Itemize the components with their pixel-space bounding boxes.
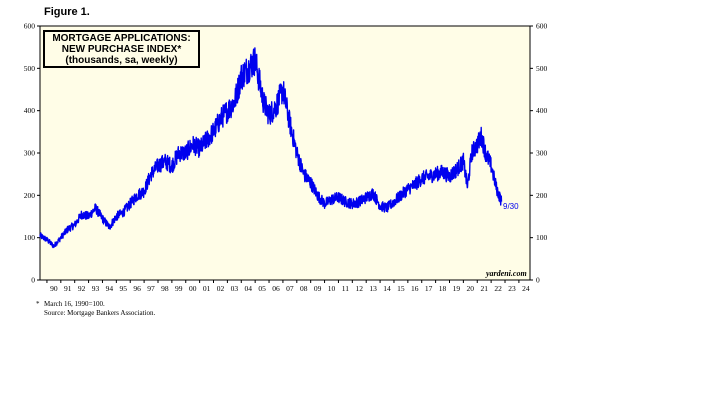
x-tick-label: 16 xyxy=(411,284,419,293)
x-tick-label: 01 xyxy=(203,284,211,293)
x-tick-label: 09 xyxy=(314,284,322,293)
x-tick-label: 93 xyxy=(92,284,100,293)
x-tick-label: 05 xyxy=(258,284,266,293)
y-tick-label-right: 100 xyxy=(536,233,548,242)
y-axis-right: 0 100 200 300 400 500 600 xyxy=(530,22,548,285)
x-axis: 90 91 92 93 94 95 96 97 98 99 00 01 02 03 04 05 06 07 08 09… xyxy=(46,280,530,293)
x-tick-label: 12 xyxy=(356,284,364,293)
x-tick-label: 14 xyxy=(383,284,391,293)
series-line-purchase-index xyxy=(39,47,503,249)
chart-title-line-3: (thousands, sa, weekly) xyxy=(65,55,178,66)
x-tick-label: 96 xyxy=(133,284,141,293)
x-tick-label: 97 xyxy=(147,284,155,293)
x-tick-label: 91 xyxy=(64,284,72,293)
figure-label: Figure 1. xyxy=(44,6,90,18)
footnote-marker: * xyxy=(36,300,40,308)
y-tick-label-left: 300 xyxy=(24,149,36,158)
x-tick-label: 00 xyxy=(189,284,197,293)
x-tick-label: 95 xyxy=(120,284,128,293)
y-tick-label-left: 600 xyxy=(24,22,36,31)
x-tick-label: 24 xyxy=(522,284,530,293)
x-tick-label: 90 xyxy=(50,284,58,293)
x-tick-label: 18 xyxy=(439,284,447,293)
footnote-base-note: March 16, 1990=100. xyxy=(44,300,105,308)
x-tick-label: 19 xyxy=(453,284,461,293)
y-tick-label-left: 0 xyxy=(31,276,35,285)
y-tick-label-right: 200 xyxy=(536,191,548,200)
x-tick-label: 10 xyxy=(328,284,336,293)
y-tick-label-right: 400 xyxy=(536,106,548,115)
x-tick-label: 99 xyxy=(175,284,183,293)
x-tick-label: 92 xyxy=(78,284,86,293)
x-tick-label: 22 xyxy=(494,284,502,293)
y-tick-label-right: 500 xyxy=(536,64,548,73)
x-tick-label: 94 xyxy=(106,284,114,293)
x-tick-label: 06 xyxy=(272,284,280,293)
x-tick-label: 08 xyxy=(300,284,308,293)
y-tick-label-left: 500 xyxy=(24,64,36,73)
watermark: yardeni.com xyxy=(485,269,527,278)
y-tick-label-right: 600 xyxy=(536,22,548,31)
x-tick-label: 17 xyxy=(425,284,433,293)
footnote-source: Source: Mortgage Bankers Association. xyxy=(44,309,156,317)
x-tick-label: 23 xyxy=(508,284,516,293)
y-axis-left: 0 100 200 300 400 500 600 xyxy=(24,22,40,285)
x-tick-label: 13 xyxy=(369,284,377,293)
chart-title-line-1: MORTGAGE APPLICATIONS: xyxy=(52,33,191,44)
end-value-label: 9/30 xyxy=(503,202,519,211)
x-tick-label: 04 xyxy=(244,284,252,293)
y-tick-label-right: 0 xyxy=(536,276,540,285)
y-tick-label-right: 300 xyxy=(536,149,548,158)
x-tick-label: 07 xyxy=(286,284,294,293)
x-tick-label: 02 xyxy=(217,284,225,293)
chart-title-box: MORTGAGE APPLICATIONS: NEW PURCHASE INDE… xyxy=(43,30,200,68)
x-tick-label: 21 xyxy=(480,284,488,293)
x-tick-label: 03 xyxy=(231,284,239,293)
y-tick-label-left: 400 xyxy=(24,106,36,115)
x-tick-label: 11 xyxy=(342,284,349,293)
y-tick-label-left: 100 xyxy=(24,233,36,242)
y-tick-label-left: 200 xyxy=(24,191,36,200)
footnote: * March 16, 1990=100. Source: Mortgage B… xyxy=(36,300,155,318)
x-tick-label: 15 xyxy=(397,284,405,293)
x-tick-label: 98 xyxy=(161,284,169,293)
x-tick-label: 20 xyxy=(467,284,475,293)
chart-title-line-2: NEW PURCHASE INDEX* xyxy=(61,44,182,55)
